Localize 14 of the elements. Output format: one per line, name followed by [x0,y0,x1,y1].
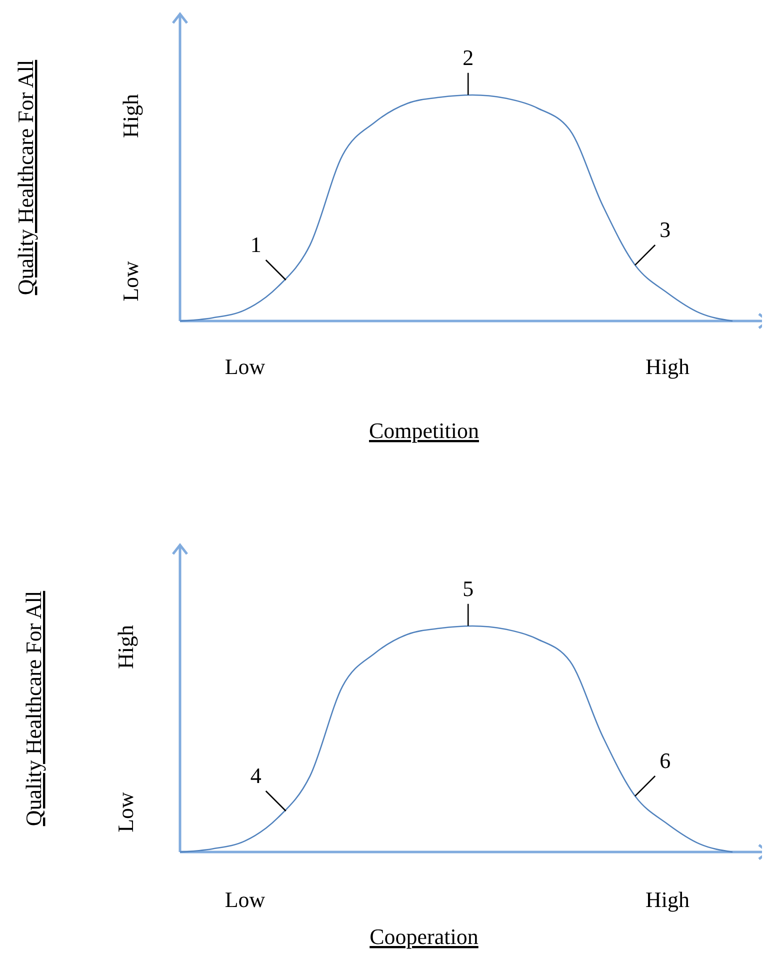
text: High [118,94,143,138]
x-axis-title: Cooperation [370,924,478,949]
annotation: 3 [660,217,671,242]
x-axis-title: Competition [369,418,479,443]
text: 5 [462,576,474,601]
text: Low [118,260,143,302]
annotation: 1 [250,232,262,257]
text: 2 [462,44,474,70]
y-axis-title: Quality Healthcare For All [13,60,38,296]
text: High [113,624,138,669]
text: Low [113,792,138,832]
y-axis-title: Quality Healthcare For All [21,590,46,826]
annotation: 4 [250,762,262,788]
annotation: 6 [660,748,671,773]
